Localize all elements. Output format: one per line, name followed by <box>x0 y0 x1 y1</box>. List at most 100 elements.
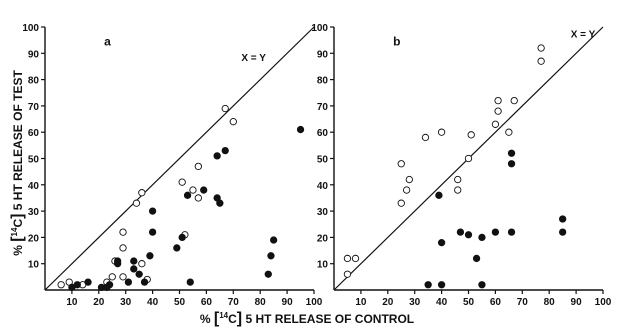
panel-a-ticks: 10 20 30 40 50 60 70 80 90 100 10 20 30 40 50 60 70 80 90 1… <box>22 23 322 308</box>
panel-b-filled-point <box>507 160 516 168</box>
panel-a-y-tick-label: 60 <box>28 128 40 139</box>
panel-b-filled-point <box>456 228 465 236</box>
panel-a-filled-point <box>178 233 186 242</box>
panel-b-x-tick-label: 70 <box>517 297 529 308</box>
panel-a-y-tick-label: 50 <box>28 155 40 166</box>
x-axis-label-prefix: % <box>200 312 214 326</box>
panel-a-filled-point <box>267 252 275 260</box>
panel-a-filled-point <box>200 186 208 194</box>
x-axis-label-element: C <box>228 312 237 326</box>
panel-b-y-tick-label: 20 <box>317 233 329 244</box>
panel-b-y-tick-label: 100 <box>311 23 328 34</box>
panel-a-identity-line <box>44 26 315 291</box>
panel-a-filled-point <box>113 257 122 265</box>
x-axis-label-bracket-open: [ <box>214 310 220 327</box>
panel-a-open-point <box>119 244 127 252</box>
panel-b-y-tick-label: 30 <box>317 207 329 218</box>
panel-b-filled-point <box>478 233 486 242</box>
panel-a-filled-point <box>183 191 192 199</box>
panel-b-open-point <box>437 128 446 136</box>
panel-a-open-point <box>108 273 116 281</box>
panel-a-open-point <box>194 194 202 202</box>
panel-b-open-point <box>491 120 500 128</box>
panel-a-open-point <box>221 104 229 113</box>
panel-a-y-tick-label: 80 <box>28 76 40 87</box>
panel-b-filled-point <box>559 228 567 236</box>
panel-a-filled-point <box>73 281 81 289</box>
panel-a-y-tick-label: 70 <box>28 102 40 113</box>
panel-b-filled-point <box>424 281 432 289</box>
panel-a-filled-point <box>124 278 133 286</box>
y-axis-label-bracket-open: [ <box>9 236 26 242</box>
panel-a-identity-label: X = Y <box>241 53 266 64</box>
panel-b-open-point <box>505 128 513 136</box>
panel-a-points <box>57 104 305 292</box>
panel-b-y-tick-label: 10 <box>317 260 329 271</box>
panel-b-filled-point <box>437 281 446 289</box>
panel-a-label: a <box>104 34 111 48</box>
panel-a-filled-point <box>264 270 272 278</box>
panel-b-filled-point <box>559 215 567 223</box>
panel-b-y-tick-label: 90 <box>317 49 329 60</box>
panel-a-x-tick-label: 20 <box>93 297 105 308</box>
panel-a-filled-point <box>173 244 181 252</box>
panel-a-x-tick-label: 70 <box>228 297 240 308</box>
panel-a-y-tick-label: 30 <box>28 207 40 218</box>
panel-b-x-tick-label: 90 <box>571 297 583 308</box>
panel-a-x-tick-label: 100 <box>306 297 323 308</box>
panel-b-x-tick-label: 100 <box>595 297 612 308</box>
panel-b-filled-point <box>437 239 446 247</box>
panel-a-filled-point <box>221 146 229 155</box>
panel-b-filled-point <box>491 228 500 236</box>
panel-a-open-point <box>119 273 127 281</box>
panel-b-open-point <box>405 175 413 184</box>
panel-a-open-point <box>178 178 186 186</box>
panel-a-filled-point <box>84 278 92 286</box>
panel-a-open-point <box>132 199 141 207</box>
panel-a-open-point <box>194 162 202 171</box>
panel-a-filled-point <box>186 278 194 286</box>
panel-a-open-point <box>138 189 146 197</box>
panel-b-label: b <box>393 34 400 48</box>
panel-a-filled-point <box>148 228 157 236</box>
panel-b-filled-point <box>472 254 481 263</box>
panel-b-open-point <box>467 131 475 139</box>
panel-a-open-point <box>57 281 65 289</box>
x-axis-label-superscript: 14 <box>219 311 228 320</box>
panel-a-filled-point <box>130 257 138 265</box>
panel-a-filled-point <box>146 252 154 260</box>
panel-a-filled-point <box>296 125 305 134</box>
y-axis-label-text: 5 HT RELEASE OF TEST <box>11 70 25 214</box>
panel-a-x-tick-label: 10 <box>66 297 78 308</box>
y-axis-label-element: C <box>11 219 25 228</box>
panel-a-filled-point <box>135 270 143 278</box>
panel-b-y-tick-label: 50 <box>317 155 329 166</box>
scatter-panel-a: 10 20 30 40 50 60 70 80 90 100 10 20 30 40 50 60 70 80 90 1… <box>22 23 322 308</box>
panel-b-open-point <box>421 133 430 142</box>
panel-b-filled-point <box>435 191 443 199</box>
panel-b-open-point <box>454 186 462 194</box>
x-axis-label: % [14C] 5 HT RELEASE OF CONTROL <box>200 310 414 327</box>
panel-a-y-tick-label: 10 <box>28 260 40 271</box>
panel-a-open-point <box>189 186 197 194</box>
panel-b-open-point <box>397 199 405 207</box>
y-axis-label: % [14C] 5 HT RELEASE OF TEST <box>9 70 26 256</box>
panel-a-filled-point <box>216 199 224 207</box>
panel-b-x-tick-label: 40 <box>436 297 448 308</box>
panel-b-open-point <box>494 107 502 115</box>
panel-b-y-tick-label: 80 <box>317 76 329 87</box>
panel-a-open-point <box>138 260 146 268</box>
y-axis-label-prefix: % <box>11 242 25 256</box>
panel-b-x-tick-label: 60 <box>490 297 502 308</box>
panel-b-open-point <box>494 96 502 105</box>
panel-b-y-tick-label: 60 <box>317 128 329 139</box>
panel-b-x-tick-label: 20 <box>382 297 394 308</box>
panel-a-open-point <box>119 228 127 236</box>
panel-b-open-point <box>464 154 473 163</box>
panel-b-x-tick-label: 80 <box>544 297 556 308</box>
panel-a-filled-point <box>130 265 138 273</box>
panel-b-y-tick-label: 40 <box>317 181 329 192</box>
panel-b-open-point <box>402 186 411 194</box>
panel-b-ticks: 10 20 30 40 50 60 70 80 90 100 10 20 30 40 50 60 70 80 90 1… <box>311 23 611 308</box>
